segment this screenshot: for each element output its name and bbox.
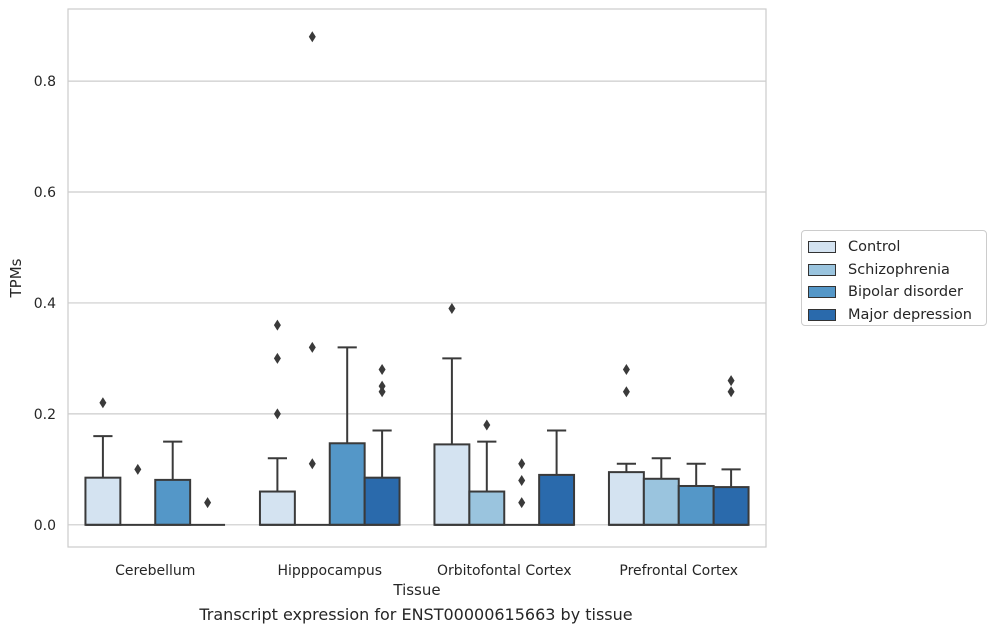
outlier-point: [727, 375, 735, 387]
outlier-point: [204, 497, 212, 509]
outlier-point: [308, 458, 316, 470]
box-bipolar-disorder: [677, 462, 715, 526]
box-schizophrenia: [642, 457, 680, 526]
legend-swatch: [808, 263, 836, 276]
box-bipolar-disorder: [504, 458, 540, 526]
box-body: [154, 478, 192, 526]
box-body: [712, 486, 750, 526]
outlier-point: [622, 386, 630, 398]
box-major-depression: [363, 364, 401, 526]
box-control: [607, 364, 645, 526]
box-body: [642, 477, 680, 526]
box-body: [84, 476, 122, 526]
legend-swatch: [808, 241, 836, 254]
outlier-point: [308, 31, 316, 43]
box-major-depression: [538, 429, 576, 526]
outlier-point: [134, 463, 142, 475]
box-schizophrenia: [294, 31, 330, 526]
legend-label: Bipolar disorder: [848, 284, 963, 301]
y-axis-title: TPMs: [7, 258, 25, 298]
legend: Control Schizophrenia Bipolar disorder Majo…: [801, 230, 987, 326]
x-tick-label: Prefrontal Cortex: [619, 563, 738, 579]
box-control: [84, 397, 122, 526]
legend-swatch: [808, 286, 836, 299]
box-control: [258, 319, 296, 526]
box-major-depression: [712, 375, 750, 526]
outlier-point: [448, 303, 456, 315]
outlier-point: [99, 397, 107, 409]
box-body: [538, 473, 576, 526]
plot-area-frame: [67, 8, 767, 548]
outlier-point: [518, 458, 526, 470]
box-body: [607, 471, 645, 526]
x-tick-labels: Cerebellum Hipppocampus Orbitofontal Corte…: [115, 563, 738, 579]
y-tick-label: 0.0: [34, 518, 56, 534]
legend-label: Major depression: [848, 306, 972, 323]
outlier-point: [518, 497, 526, 509]
box-bipolar-disorder: [154, 440, 192, 526]
box-body: [433, 443, 471, 526]
chart-caption: Transcript expression for ENST0000061566…: [199, 605, 633, 624]
box-series: [84, 31, 750, 526]
legend-label: Control: [848, 239, 901, 256]
outlier-point: [273, 319, 281, 331]
x-tick-label: Cerebellum: [115, 563, 195, 579]
outlier-point: [308, 341, 316, 353]
box-body: [258, 490, 296, 526]
legend-item: Schizophrenia: [808, 259, 986, 282]
y-tick-label: 0.2: [34, 407, 56, 423]
y-tick-label: 0.4: [34, 296, 56, 312]
x-axis-title: Tissue: [392, 581, 440, 599]
legend-label: Schizophrenia: [848, 261, 950, 278]
y-tick-label: 0.8: [34, 74, 56, 90]
outlier-point: [727, 386, 735, 398]
legend-item: Major depression: [808, 304, 986, 327]
y-tick-labels: 0.0 0.2 0.4 0.6 0.8: [34, 74, 56, 534]
outlier-point: [518, 474, 526, 486]
x-tick-label: Orbitofontal Cortex: [437, 563, 572, 579]
box-schizophrenia: [120, 463, 156, 526]
outlier-point: [273, 408, 281, 420]
x-tick-label: Hipppocampus: [277, 563, 382, 579]
outlier-point: [378, 380, 386, 392]
box-control: [433, 303, 471, 526]
outlier-point: [378, 364, 386, 376]
legend-swatch: [808, 308, 836, 321]
outlier-point: [273, 352, 281, 364]
box-body: [363, 476, 401, 526]
box-major-depression: [190, 497, 226, 526]
box-body: [468, 490, 506, 526]
y-tick-label: 0.6: [34, 185, 56, 201]
box-bipolar-disorder: [328, 346, 366, 526]
box-body: [677, 484, 715, 526]
box-schizophrenia: [468, 419, 506, 526]
box-body: [328, 442, 366, 526]
outlier-point: [622, 364, 630, 376]
legend-item: Bipolar disorder: [808, 281, 986, 304]
outlier-point: [483, 419, 491, 431]
legend-item: Control: [808, 236, 986, 259]
outlier-point: [378, 386, 386, 398]
